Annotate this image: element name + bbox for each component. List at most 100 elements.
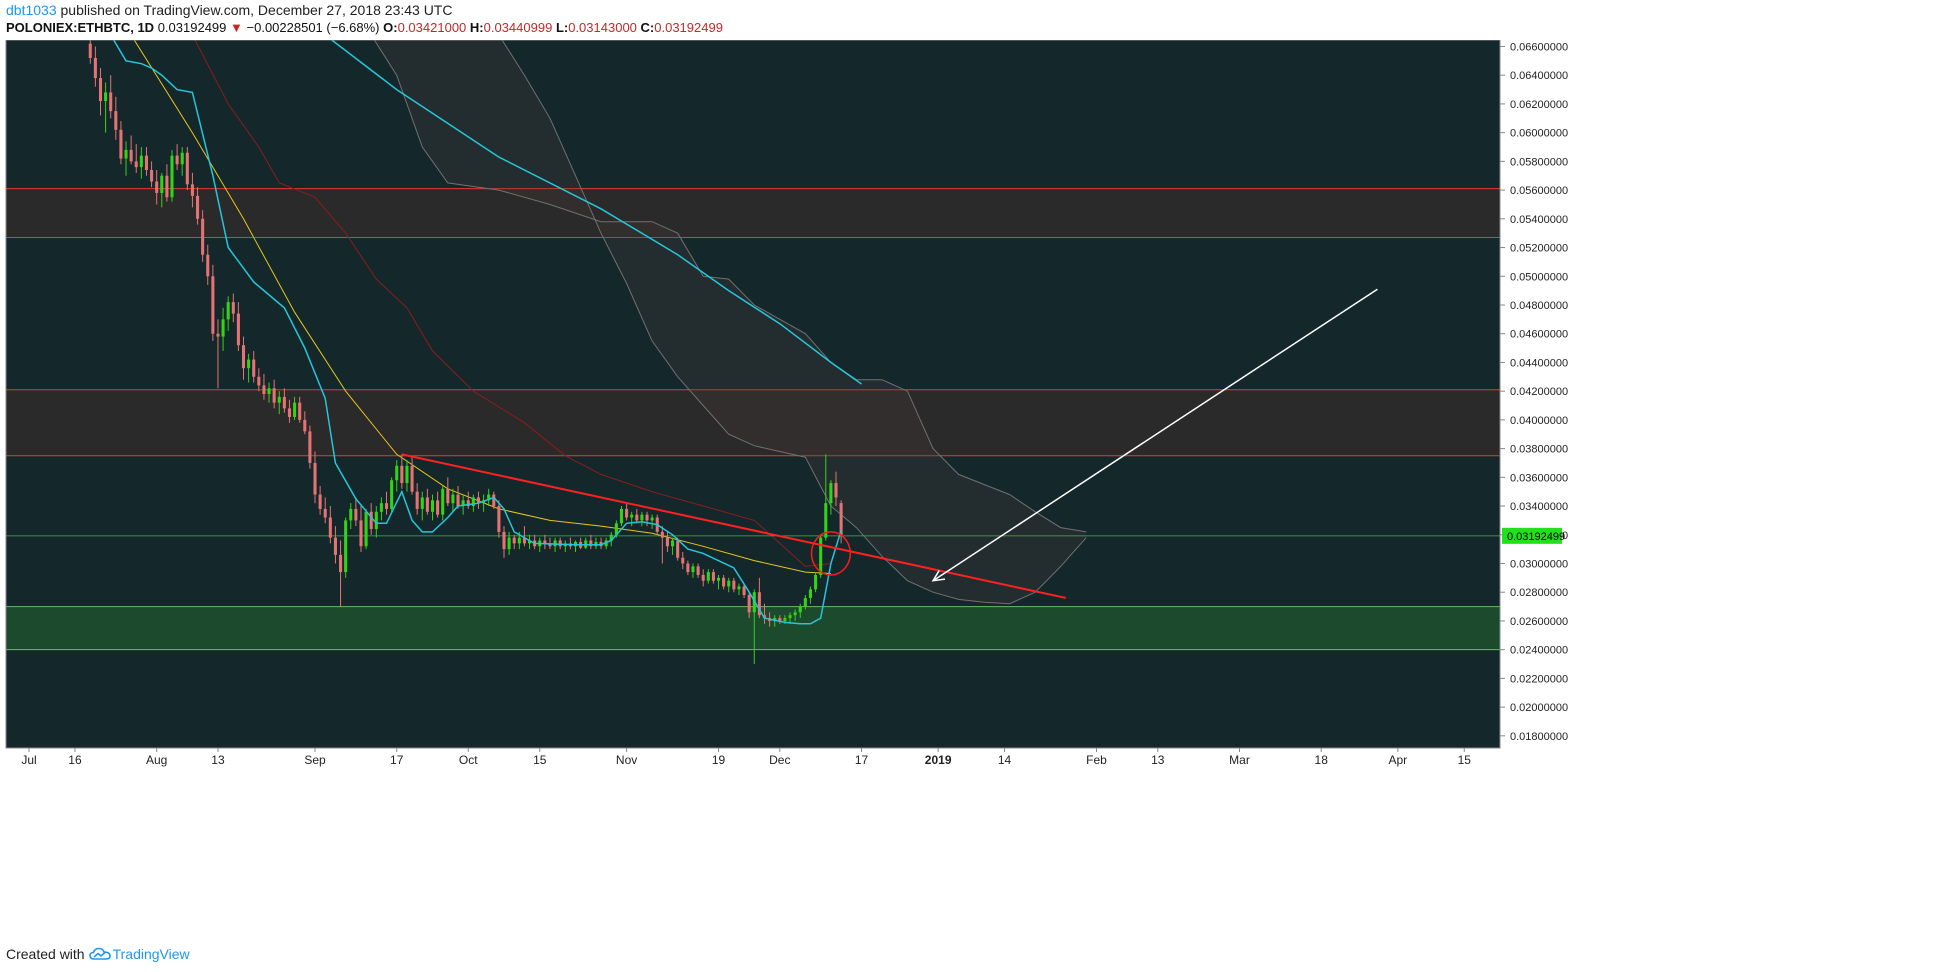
candle-body (109, 92, 113, 112)
price-axis-label: 0.03000000 (1510, 558, 1568, 570)
candle-body (206, 254, 210, 277)
candle-body (349, 508, 353, 521)
price-axis-label: 0.03600000 (1510, 472, 1568, 484)
time-axis-label: 18 (1315, 753, 1329, 767)
price-axis-label: 0.01800000 (1510, 731, 1568, 743)
price-axis-label: 0.05800000 (1510, 156, 1568, 168)
candle-body (430, 500, 435, 512)
candle-body (425, 497, 429, 512)
candle-body (333, 537, 337, 555)
candle-body (344, 520, 348, 573)
candle-body (400, 465, 404, 484)
candle-body (231, 302, 235, 314)
symbol-info: POLONIEX:ETHBTC, 1D 0.03192499 ▼ −0.0022… (6, 20, 723, 35)
candle-body (395, 465, 399, 481)
candle-body (308, 431, 312, 463)
tenkan-line (112, 40, 842, 625)
candle-body (711, 572, 715, 581)
candle-body (466, 500, 470, 507)
candle-body (323, 508, 327, 518)
time-axis-label: Nov (616, 753, 637, 767)
candle-body (696, 566, 700, 575)
candle-body (665, 537, 669, 547)
candle-body (134, 161, 138, 168)
candle-body (522, 537, 526, 544)
projection-arrow-line (932, 288, 1378, 582)
candle-body (732, 580, 736, 590)
price-axis-background (1500, 40, 1956, 748)
candle-body (160, 175, 164, 193)
candle-body (262, 385, 266, 395)
time-axis-label: Apr (1389, 753, 1408, 767)
candle-body (747, 595, 751, 613)
price-axis-label: 0.04800000 (1510, 300, 1568, 312)
candle-body (93, 57, 97, 79)
price-axis-label: 0.02000000 (1510, 702, 1568, 714)
resistance-zone (6, 188, 1500, 238)
candle-body (374, 511, 378, 530)
candle-body (354, 508, 358, 521)
price-axis-label: 0.05200000 (1510, 243, 1568, 255)
candle-body (369, 511, 373, 530)
time-axis-label: Feb (1086, 753, 1107, 767)
candle-body (808, 589, 812, 598)
candle-body (645, 514, 649, 521)
candle-body (829, 483, 833, 504)
price-axis-label: 0.06400000 (1510, 70, 1568, 82)
author-link[interactable]: dbt1033 (6, 2, 57, 18)
candle-body (98, 78, 103, 102)
candle-body (252, 359, 256, 377)
candle-body (558, 540, 562, 547)
time-axis-label: 13 (1151, 753, 1165, 767)
last-price: 0.03192499 (157, 20, 227, 35)
trend-line (401, 453, 1067, 599)
tradingview-link[interactable]: TradingView (88, 946, 190, 962)
candle-body (170, 155, 174, 198)
time-axis-label: 17 (855, 753, 869, 767)
candle-body (328, 517, 332, 538)
price-axis-label: 0.06600000 (1510, 41, 1568, 53)
candle-body (441, 488, 445, 515)
time-axis-label: Sep (304, 753, 326, 767)
candle-body (793, 612, 797, 616)
candle-body (783, 618, 787, 621)
candle-body (681, 557, 685, 564)
time-axis-background (6, 749, 1500, 771)
candle-body (839, 503, 843, 537)
candle-body (609, 534, 613, 541)
price-chart[interactable]: 0.06600000 0.06400000 0.06200000 0.06000000… (0, 40, 1956, 940)
time-axis-label: 13 (211, 753, 225, 767)
projection-arrow-head (931, 570, 946, 582)
candle-body (293, 402, 297, 418)
price-axis-label: 0.05000000 (1510, 271, 1568, 283)
candle-body (277, 396, 281, 403)
candle-body (175, 155, 179, 165)
candle-body (676, 540, 680, 558)
candle-body (359, 520, 363, 547)
kijun-line (194, 40, 831, 567)
publish-info: dbt1033 published on TradingView.com, De… (6, 2, 452, 18)
candle-body (497, 506, 501, 532)
candle-body (625, 508, 629, 518)
candle-body (420, 497, 424, 509)
price-axis-label: 0.02800000 (1510, 587, 1568, 599)
support-zone (6, 606, 1500, 650)
candle-body (446, 488, 450, 504)
candle-body (236, 313, 240, 346)
time-axis-label: 2019 (925, 753, 952, 767)
cloud-span-b (501, 40, 1087, 605)
candle-body (660, 531, 664, 538)
time-axis-label: 17 (390, 753, 404, 767)
price-axis-label: 0.04400000 (1510, 357, 1568, 369)
candle-body (150, 169, 154, 182)
candle-body (528, 540, 532, 544)
candle-body (241, 345, 246, 369)
time-axis-label: Jul (21, 753, 36, 767)
candle-body (492, 494, 496, 507)
candle-body (757, 592, 761, 616)
candle-body (201, 218, 205, 255)
candle-body (507, 537, 511, 550)
highlight-circle (810, 531, 852, 576)
candle-body (512, 537, 516, 544)
candle-body (589, 540, 593, 547)
